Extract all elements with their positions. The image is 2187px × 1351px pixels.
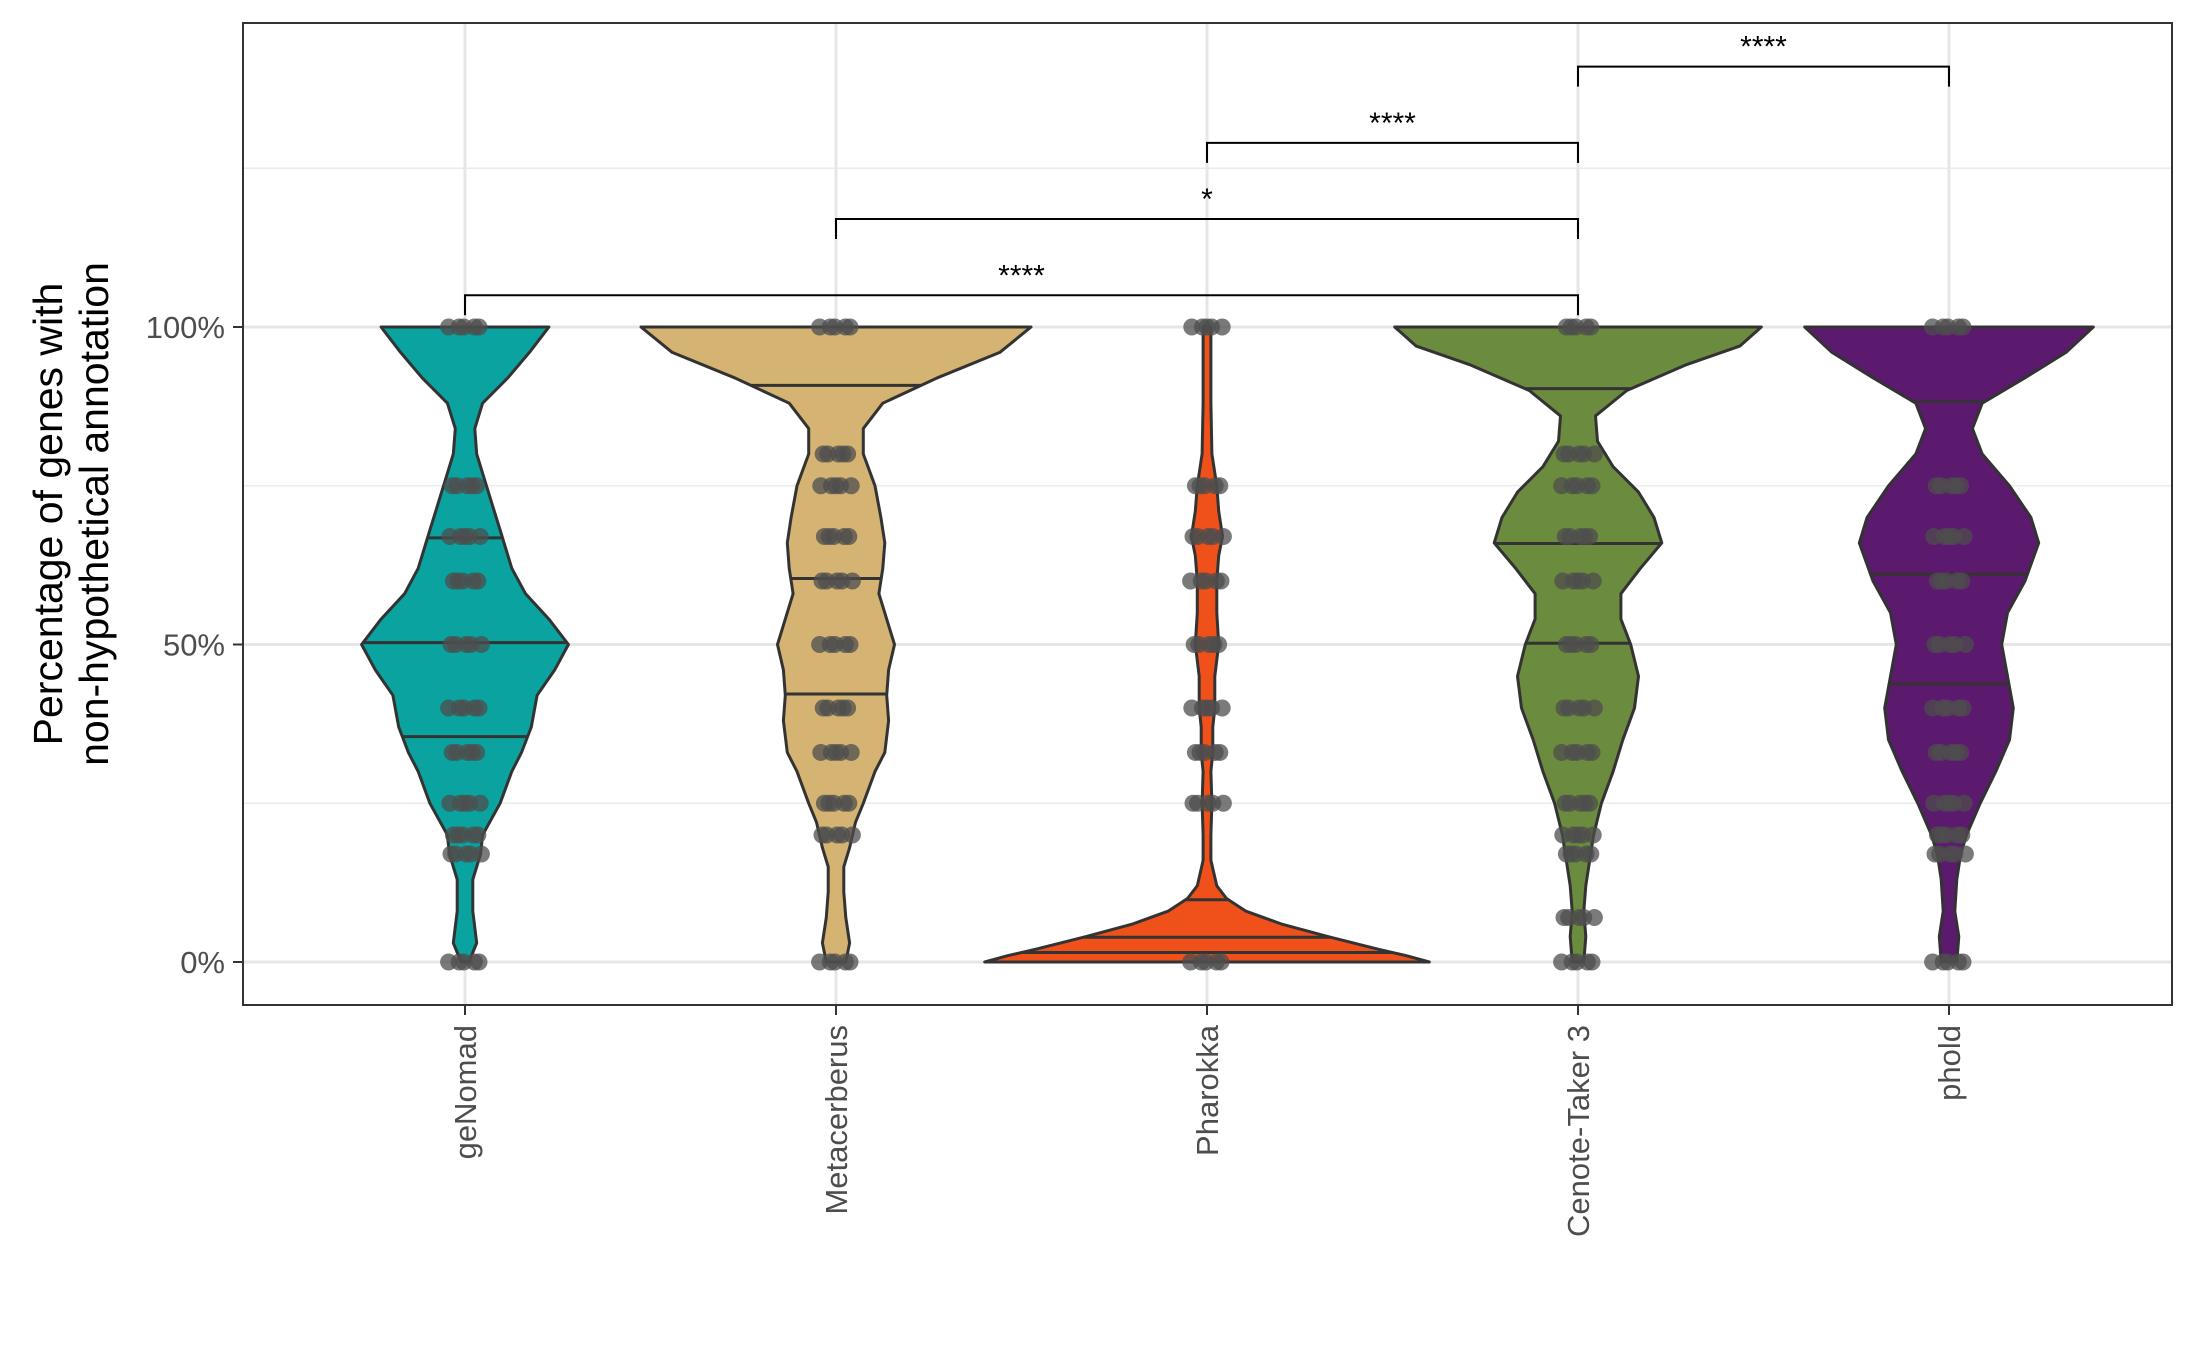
data-point (1584, 572, 1602, 590)
data-point (843, 826, 861, 844)
x-tick-label: phold (1932, 1025, 1967, 1101)
data-point (1581, 528, 1599, 546)
data-point (1952, 477, 1970, 495)
x-tick-label: Metacerberus (819, 1025, 854, 1215)
significance-bracket (1577, 65, 1950, 87)
data-point (472, 636, 490, 653)
significance-label: **** (998, 259, 1045, 292)
data-point (469, 826, 487, 844)
data-point (1210, 636, 1228, 653)
data-point (468, 477, 486, 495)
data-point (1953, 826, 1971, 844)
significance-label: * (1201, 183, 1213, 216)
data-point (842, 477, 860, 495)
y-tick-label: 0% (180, 945, 225, 980)
data-point (839, 699, 857, 717)
data-point (841, 953, 859, 971)
significance-brackets: ************* (464, 31, 1950, 316)
data-point (1214, 794, 1232, 812)
data-point (1212, 572, 1230, 590)
data-point (1956, 845, 1974, 863)
data-point (1581, 794, 1599, 812)
data-point (1212, 953, 1230, 971)
x-tick-label: Cenote-Taker 3 (1561, 1025, 1596, 1237)
data-point (1584, 826, 1602, 844)
data-point (469, 572, 487, 590)
data-point (470, 699, 488, 717)
x-tick-label: geNomad (448, 1025, 483, 1159)
data-point (1585, 445, 1603, 463)
y-axis-title-line-2: non-hypothetical annotation (71, 262, 117, 766)
data-point (471, 794, 489, 812)
data-point (841, 636, 859, 653)
data-point (1583, 953, 1601, 971)
data-point (1583, 477, 1601, 495)
significance-bracket (464, 294, 1579, 316)
data-point (1213, 318, 1231, 336)
data-point (1955, 528, 1973, 546)
data-point (839, 445, 857, 463)
data-point (472, 845, 490, 863)
data-point (841, 318, 859, 336)
data-point (1954, 953, 1972, 971)
significance-bracket (1206, 141, 1579, 163)
data-point (1955, 794, 1973, 812)
data-point (1211, 743, 1229, 761)
y-axis: 0% 50% 100% (146, 310, 243, 980)
data-point (840, 528, 858, 546)
data-point (1585, 909, 1603, 927)
data-point (1954, 699, 1972, 717)
x-tick-label: Pharokka (1190, 1024, 1225, 1156)
data-point (842, 743, 860, 761)
data-point (1585, 699, 1603, 717)
data-point (470, 318, 488, 336)
data-point (840, 794, 858, 812)
data-point (843, 572, 861, 590)
significance-label: **** (1369, 107, 1416, 140)
data-points (440, 318, 1974, 971)
data-point (1213, 699, 1231, 717)
data-point (1583, 743, 1601, 761)
y-tick-label: 50% (163, 628, 225, 663)
data-point (468, 743, 486, 761)
data-point (1956, 636, 1974, 653)
data-point (1582, 318, 1600, 336)
significance-label: **** (1740, 31, 1787, 64)
data-point (1582, 845, 1600, 863)
x-axis: geNomad Metacerberus Pharokka Cenote-Taker … (448, 1005, 1967, 1237)
y-tick-label: 100% (146, 310, 225, 345)
y-axis-title-line-1: Percentage of genes with (25, 283, 71, 746)
data-point (470, 953, 488, 971)
data-point (1211, 477, 1229, 495)
data-point (1214, 528, 1232, 546)
y-axis-title: Percentage of genes with non-hypothetica… (25, 262, 117, 766)
data-point (1954, 318, 1972, 336)
data-point (1582, 636, 1600, 653)
data-point (471, 528, 489, 546)
data-point (1953, 572, 1971, 590)
significance-bracket (835, 218, 1579, 240)
data-point (1952, 743, 1970, 761)
